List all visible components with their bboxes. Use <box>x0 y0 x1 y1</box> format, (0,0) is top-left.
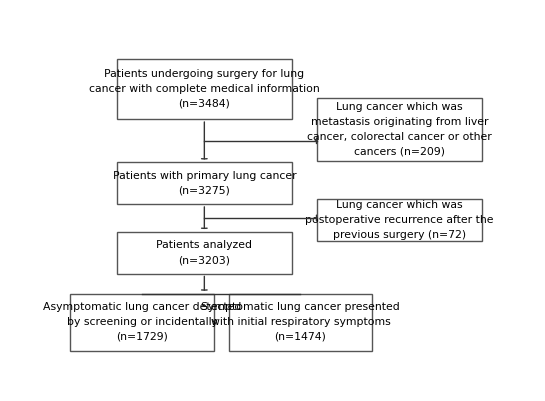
FancyBboxPatch shape <box>229 294 372 351</box>
Text: Patients analyzed
(n=3203): Patients analyzed (n=3203) <box>156 240 252 265</box>
Text: Lung cancer which was
metastasis originating from liver
cancer, colorectal cance: Lung cancer which was metastasis origina… <box>307 102 492 156</box>
FancyBboxPatch shape <box>70 294 214 351</box>
FancyBboxPatch shape <box>317 199 482 241</box>
Text: Lung cancer which was
postoperative recurrence after the
previous surgery (n=72): Lung cancer which was postoperative recu… <box>305 200 494 240</box>
Text: Patients with primary lung cancer
(n=3275): Patients with primary lung cancer (n=327… <box>112 171 296 196</box>
Text: Asymptomatic lung cancer detected
by screening or incidentally
(n=1729): Asymptomatic lung cancer detected by scr… <box>43 302 241 342</box>
Text: Symptomatic lung cancer presented
with initial respiratory symptoms
(n=1474): Symptomatic lung cancer presented with i… <box>201 302 400 342</box>
FancyBboxPatch shape <box>317 97 482 161</box>
FancyBboxPatch shape <box>117 232 292 273</box>
Text: Patients undergoing surgery for lung
cancer with complete medical information
(n: Patients undergoing surgery for lung can… <box>89 69 320 109</box>
FancyBboxPatch shape <box>117 59 292 119</box>
FancyBboxPatch shape <box>117 162 292 204</box>
